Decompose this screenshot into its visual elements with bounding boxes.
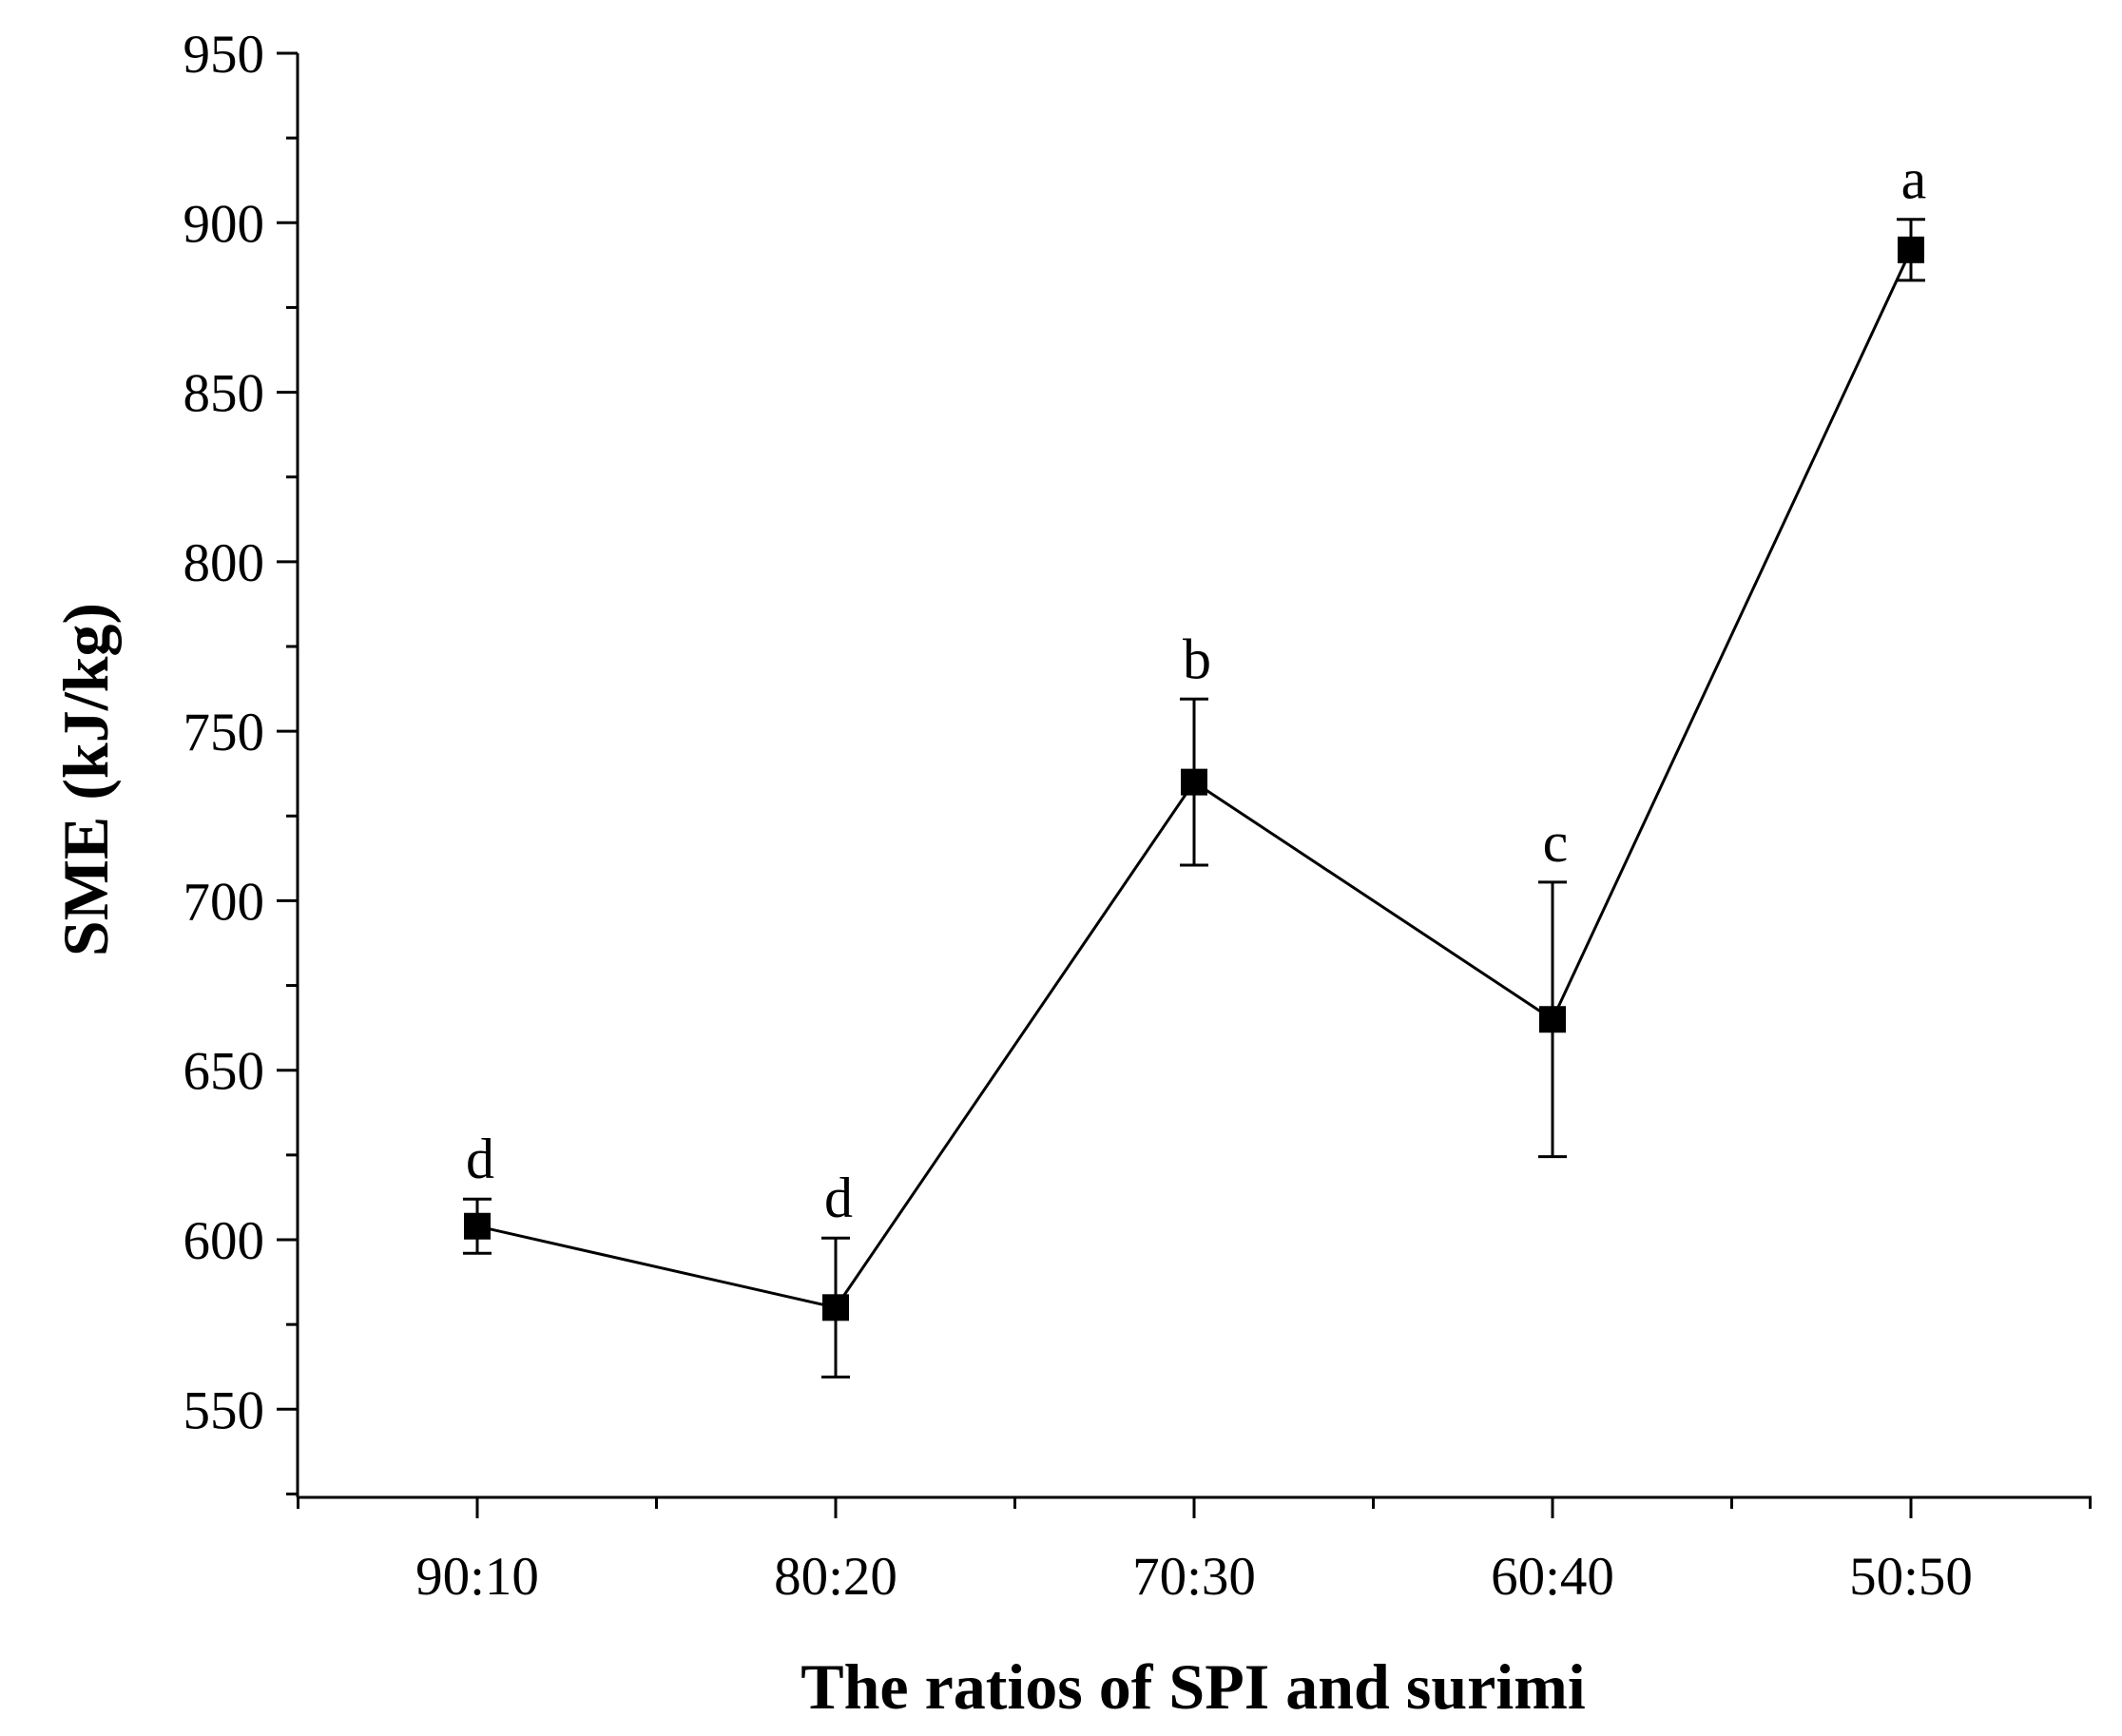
significance-label: a — [1901, 148, 1927, 211]
data-point — [822, 1294, 849, 1321]
data-point — [1898, 236, 1924, 263]
x-tick-label: 90:10 — [415, 1547, 539, 1607]
data-point — [1181, 768, 1207, 796]
data-point — [1539, 1006, 1566, 1033]
x-tick-label: 50:50 — [1849, 1547, 1973, 1607]
y-tick-label: 950 — [183, 25, 265, 85]
significance-label: b — [1183, 627, 1211, 690]
data-point — [464, 1212, 491, 1240]
y-tick-label: 850 — [183, 364, 265, 424]
significance-label: d — [824, 1167, 853, 1229]
x-tick-label: 60:40 — [1491, 1547, 1614, 1607]
x-tick-label: 80:20 — [774, 1547, 897, 1607]
significance-label: d — [466, 1128, 494, 1190]
y-tick-label: 650 — [183, 1042, 265, 1102]
x-axis-title: The ratios of SPI and surimi — [801, 1650, 1586, 1723]
axes: 550 600 650 700 750 800 850 900 950 90:10 80:20 70:… — [183, 25, 2092, 1607]
y-tick-label: 800 — [183, 533, 265, 593]
y-tick-label: 550 — [183, 1380, 265, 1440]
y-axis-title: SME (kJ/kg) — [49, 603, 122, 956]
significance-labels: d d b c a — [466, 148, 1926, 1230]
y-tick-label: 900 — [183, 194, 265, 254]
y-tick-label: 600 — [183, 1211, 265, 1271]
series-sme — [463, 218, 1925, 1379]
significance-label: c — [1543, 811, 1569, 874]
x-tick-label: 70:30 — [1132, 1547, 1256, 1607]
y-tick-label: 700 — [183, 872, 265, 932]
y-tick-label: 750 — [183, 703, 265, 762]
